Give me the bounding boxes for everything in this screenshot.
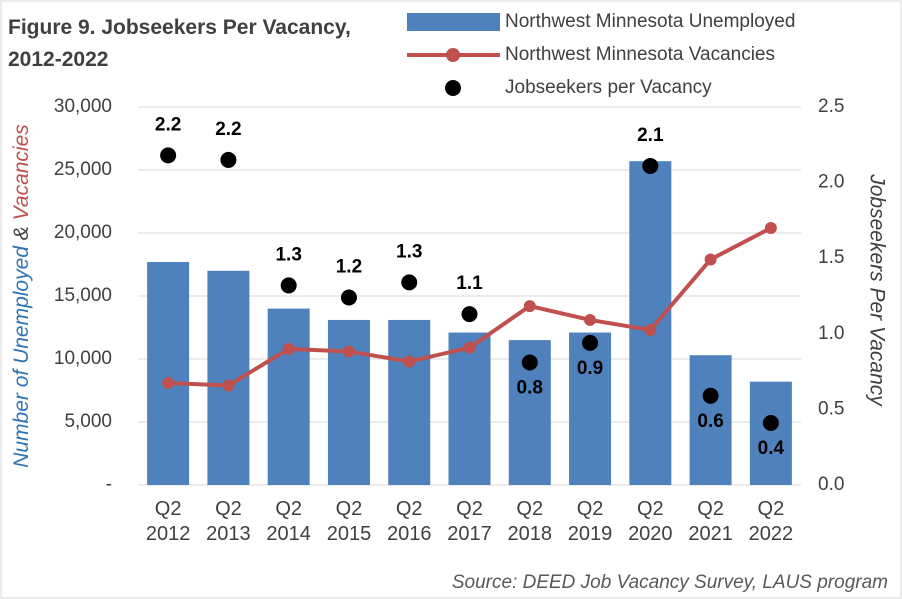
data-label: 1.1: [456, 273, 483, 294]
x-tick-label: Q2 2013: [206, 498, 251, 545]
legend-swatch: [446, 48, 460, 62]
source: Source: DEED Job Vacancy Survey, LAUS pr…: [452, 572, 888, 593]
y-tick-label: -: [106, 474, 112, 495]
x-tick-label: Q2 2017: [447, 498, 492, 545]
dot: [220, 151, 237, 168]
y-tick-label: 20,000: [54, 222, 112, 243]
y2-tick-label: 1.5: [818, 247, 844, 268]
dot: [401, 274, 418, 291]
line-marker: [764, 221, 777, 234]
y2-tick-label: 2.0: [818, 172, 844, 193]
line-marker: [523, 300, 536, 313]
y2-tick-label: 0.0: [818, 474, 844, 495]
y-tick-label: 25,000: [54, 159, 112, 180]
y2-axis-label: Jobseekers Per Vacancy: [865, 173, 888, 407]
bar: [749, 381, 792, 485]
bar: [448, 332, 491, 485]
line-marker: [403, 355, 416, 368]
x-tick-label: Q2 2019: [567, 498, 613, 545]
line-marker: [342, 345, 355, 358]
dot: [340, 289, 357, 306]
line-marker: [584, 313, 597, 326]
bar: [147, 261, 190, 485]
x-tick-label: Q2 2016: [386, 498, 432, 545]
data-label: 1.3: [396, 241, 422, 262]
x-tick-label: Q2 2012: [145, 498, 191, 545]
bar: [267, 308, 310, 485]
bar: [327, 319, 370, 485]
x-tick-label: Q2 2018: [507, 498, 553, 545]
y-tick-label: 30,000: [54, 96, 112, 117]
dot: [160, 147, 177, 164]
y-tick-label: 15,000: [54, 285, 112, 306]
legend-swatch: [445, 80, 461, 96]
dot: [642, 157, 659, 174]
y-axis-label: Number of Unemployed & Vacancies: [10, 124, 33, 468]
x-tick-label: Q2 2021: [688, 498, 733, 545]
line-marker: [463, 341, 476, 354]
dot: [702, 387, 719, 404]
dot: [521, 354, 538, 371]
data-label: 2.2: [155, 114, 181, 135]
data-label: 2.2: [215, 119, 241, 140]
bar: [689, 355, 732, 485]
y2-tick-label: 1.0: [818, 323, 844, 344]
y-axis-label-part: &: [10, 226, 33, 240]
legend-label: Northwest Minnesota Vacancies: [505, 44, 775, 65]
data-label: 1.3: [275, 244, 301, 265]
legend-swatch: [407, 13, 500, 31]
y-tick-label: 10,000: [54, 348, 112, 369]
data-label: 2.1: [637, 125, 664, 146]
y-axis-label-part: Number of Unemployed: [10, 245, 33, 468]
data-label: 0.4: [758, 438, 785, 459]
y2-tick-label: 0.5: [818, 398, 844, 419]
line-marker: [162, 376, 175, 389]
legend-label: Northwest Minnesota Unemployed: [505, 11, 795, 32]
data-label: 0.8: [517, 378, 543, 399]
dot: [762, 415, 779, 432]
line-marker: [704, 253, 717, 266]
line-marker: [644, 324, 657, 337]
dot: [461, 306, 478, 323]
y-axis-label-part: Vacancies: [10, 124, 33, 221]
dot: [582, 334, 599, 351]
data-label: 0.9: [577, 358, 603, 379]
line-marker: [282, 342, 295, 355]
legend-label: Jobseekers per Vacancy: [505, 77, 712, 98]
data-label: 1.2: [336, 257, 362, 278]
x-tick-label: Q2 2022: [748, 498, 794, 545]
bar: [569, 332, 612, 485]
x-tick-label: Q2 2020: [628, 498, 673, 545]
y2-tick-label: 2.5: [818, 96, 844, 117]
y-tick-label: 5,000: [64, 411, 112, 432]
line-marker: [222, 379, 235, 392]
chart-title: Figure 9. Jobseekers Per Vacancy, 2012-2…: [8, 16, 351, 71]
x-tick-label: Q2 2015: [326, 498, 372, 545]
dot: [280, 277, 297, 294]
bar: [388, 319, 431, 485]
x-tick-label: Q2 2014: [266, 498, 311, 545]
bar: [629, 161, 672, 485]
data-label: 0.6: [697, 411, 723, 432]
